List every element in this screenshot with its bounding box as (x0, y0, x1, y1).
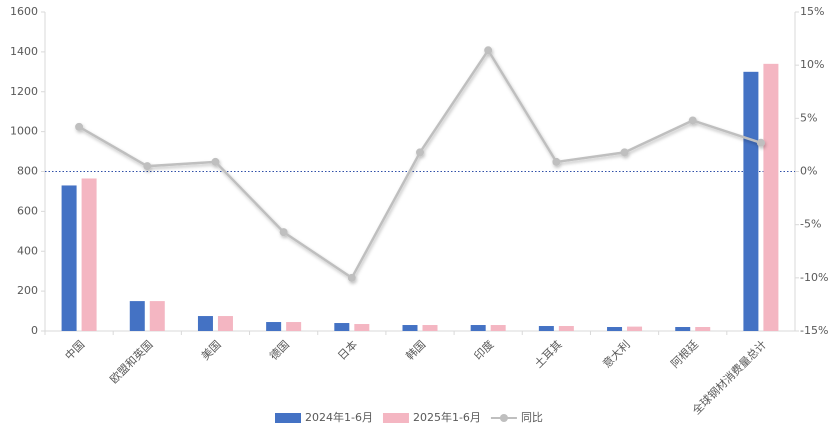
y2-tick-label: -15% (800, 324, 828, 337)
bar (286, 322, 302, 331)
legend-swatch-marker (499, 414, 508, 422)
y-tick-label: 1000 (10, 125, 38, 138)
line-marker (552, 157, 561, 166)
bar (402, 325, 418, 331)
bar (129, 301, 145, 331)
y-tick-label: 400 (17, 244, 38, 257)
line-marker (620, 148, 629, 157)
bar (743, 71, 759, 331)
legend-label: 同比 (521, 411, 543, 424)
line-series (75, 46, 765, 282)
bar (607, 327, 623, 331)
y2-tick-label: 5% (800, 111, 817, 124)
line-marker (347, 273, 356, 282)
x-tick-label: 意大利 (600, 337, 633, 370)
y-tick-label: 600 (17, 204, 38, 217)
bar (538, 326, 554, 331)
bar (354, 324, 370, 331)
legend-swatch (382, 413, 409, 423)
line-marker (484, 46, 493, 55)
x-tick-label: 全球钢材消费量总计 (689, 337, 769, 417)
bar (675, 327, 691, 331)
bar (149, 301, 165, 331)
bar (334, 323, 350, 331)
y-tick-label: 200 (17, 284, 38, 297)
y-tick-label: 800 (17, 165, 38, 178)
line-marker (688, 116, 697, 125)
bar (470, 325, 486, 331)
y2-tick-label: -5% (800, 218, 821, 231)
x-tick-label: 欧盟和英国 (107, 337, 156, 386)
line-marker (416, 148, 424, 157)
bar (197, 316, 213, 331)
line-marker (279, 228, 288, 237)
y2-tick-label: 15% (800, 5, 824, 18)
x-tick-label: 德国 (266, 337, 291, 362)
line-marker (211, 157, 220, 166)
x-tick-label: 印度 (471, 337, 496, 362)
y-tick-label: 1600 (10, 5, 38, 18)
bar (695, 327, 711, 331)
line (78, 47, 762, 280)
bar (763, 63, 779, 332)
bar (490, 325, 506, 331)
x-tick-label: 中国 (63, 338, 88, 363)
y2-tick-label: -10% (800, 271, 828, 284)
bar (81, 178, 97, 331)
legend-swatch (275, 413, 301, 423)
line-marker (75, 122, 84, 131)
bar (217, 316, 233, 331)
y2-tick-label: 0% (800, 165, 817, 178)
x-tick-label: 韩国 (403, 337, 428, 362)
legend-label: 2025年1-6月 (413, 410, 481, 424)
bar (61, 185, 77, 331)
x-tick-label: 日本 (335, 337, 360, 362)
bar (266, 322, 282, 331)
line-marker (756, 138, 765, 147)
y-tick-label: 0 (31, 324, 38, 337)
legend-label: 2024年1-6月 (305, 410, 373, 424)
line-marker (143, 162, 152, 171)
bar (558, 326, 574, 331)
bar (627, 326, 643, 331)
y2-tick-label: 10% (800, 58, 824, 71)
y-tick-label: 1400 (10, 45, 38, 58)
y-tick-label: 1200 (10, 85, 38, 98)
x-tick-label: 土耳其 (532, 338, 565, 371)
bar (422, 325, 438, 331)
x-tick-label: 美国 (199, 338, 224, 363)
x-tick-label: 阿根廷 (668, 337, 701, 370)
